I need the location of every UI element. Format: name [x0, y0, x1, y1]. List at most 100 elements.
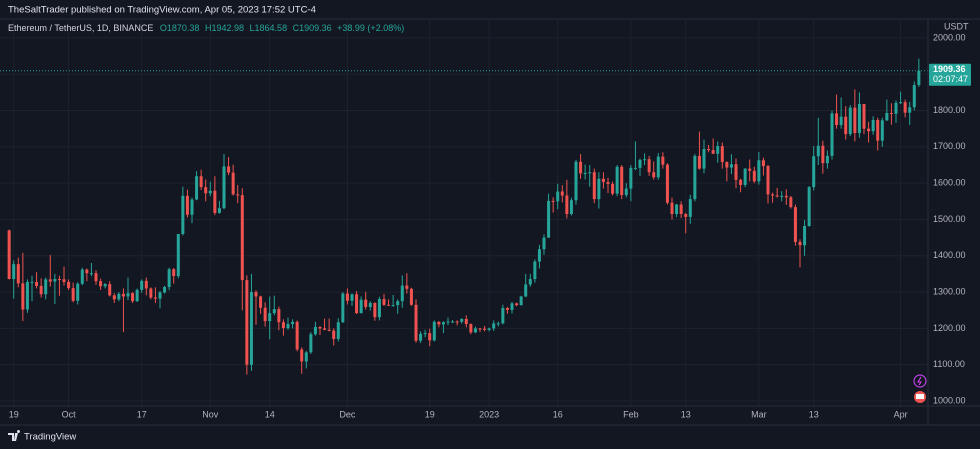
candle-body	[638, 159, 642, 168]
candle-body	[739, 179, 743, 185]
candle-body	[693, 155, 697, 200]
candle-body	[816, 145, 820, 157]
candle-body	[263, 307, 267, 322]
candle-body	[793, 207, 797, 242]
candle-body	[245, 280, 249, 365]
candle-body	[560, 191, 564, 196]
candle-body	[629, 167, 633, 189]
candle-body	[89, 273, 93, 275]
candle-body	[53, 279, 57, 282]
candle-body	[195, 176, 199, 200]
candle-body	[885, 113, 889, 121]
countdown: 02:07:47	[933, 74, 968, 84]
candle-body	[359, 299, 363, 314]
candle-body	[807, 187, 811, 226]
candle-body	[775, 195, 779, 197]
last-price-box	[929, 63, 971, 86]
candle-body	[679, 204, 683, 215]
event-icons	[913, 374, 927, 403]
candle-body	[643, 159, 647, 161]
candle-body	[556, 191, 560, 202]
candle-body	[149, 288, 153, 298]
candle-body	[441, 322, 445, 325]
x-tick-label: Dec	[339, 409, 356, 419]
candle-body	[771, 194, 775, 196]
candle-body	[112, 295, 116, 300]
candle-body	[684, 214, 688, 217]
candle-body	[185, 195, 189, 215]
candle-body	[414, 304, 418, 341]
candle-body	[620, 166, 624, 196]
candle-body	[231, 172, 235, 195]
candle-body	[601, 178, 605, 183]
candle-body	[569, 200, 573, 215]
y-tick-label: 1100.00	[933, 359, 965, 369]
candle-body	[665, 164, 669, 203]
candle-body	[588, 172, 592, 174]
candle-body	[574, 161, 578, 201]
candle-body	[432, 321, 436, 341]
candle-body	[606, 182, 610, 184]
candle-body	[624, 188, 628, 196]
candle-body	[565, 195, 569, 215]
candle-body	[158, 292, 162, 299]
candle-body	[30, 281, 34, 283]
candle-body	[409, 288, 413, 305]
x-tick-label: 13	[809, 409, 819, 419]
candle-body	[35, 281, 39, 286]
candle-body	[825, 155, 829, 164]
candle-body	[25, 281, 29, 310]
candle-body	[647, 159, 651, 173]
candle-body	[57, 279, 61, 281]
candle-body	[94, 273, 98, 282]
legend-change: +38.99 (+2.08%)	[337, 23, 404, 33]
candle-body	[542, 237, 546, 250]
candle-body	[857, 103, 861, 134]
candle-body	[313, 326, 317, 335]
candle-body	[501, 308, 505, 324]
candle-body	[821, 145, 825, 164]
legend-low: L1864.58	[250, 23, 288, 33]
candle-body	[597, 178, 601, 200]
candle-body	[327, 329, 331, 331]
candle-body	[67, 281, 71, 289]
candle-body	[830, 113, 834, 156]
candle-body	[405, 285, 409, 289]
x-tick-label: 2023	[479, 409, 499, 419]
candle-body	[743, 168, 747, 185]
y-axis-label: USDT	[944, 21, 969, 31]
candle-body	[181, 195, 185, 234]
last-price-label: 1909.36	[933, 64, 966, 74]
candles	[7, 58, 921, 375]
candle-body	[108, 284, 112, 296]
candle-body	[469, 324, 473, 333]
candle-body	[222, 166, 226, 209]
candle-body	[899, 102, 903, 104]
candle-body	[688, 199, 692, 217]
candle-body	[144, 280, 148, 289]
candle-body	[163, 287, 167, 293]
candle-body	[889, 113, 893, 115]
candle-body	[853, 107, 857, 134]
candle-body	[103, 284, 107, 287]
candle-body	[711, 150, 715, 154]
candle-body	[537, 249, 541, 262]
x-tick-label: Mar	[751, 409, 767, 419]
candle-body	[789, 197, 793, 208]
candle-body	[862, 103, 866, 129]
legend-open: O1870.38	[160, 23, 200, 33]
candle-body	[720, 146, 724, 163]
candle-body	[528, 279, 532, 285]
x-tick-label: 17	[137, 409, 147, 419]
byline: TheSaltTrader published on TradingView.c…	[8, 5, 316, 16]
candle-body	[533, 261, 537, 280]
candle-body	[702, 149, 706, 169]
candle-body	[140, 280, 144, 290]
candle-body	[227, 166, 231, 173]
candle-body	[400, 285, 404, 302]
candle-body	[387, 304, 391, 306]
legend-close: C1909.36	[293, 23, 332, 33]
candle-body	[364, 299, 368, 307]
candle-body	[318, 326, 322, 329]
candle-body	[505, 308, 509, 310]
